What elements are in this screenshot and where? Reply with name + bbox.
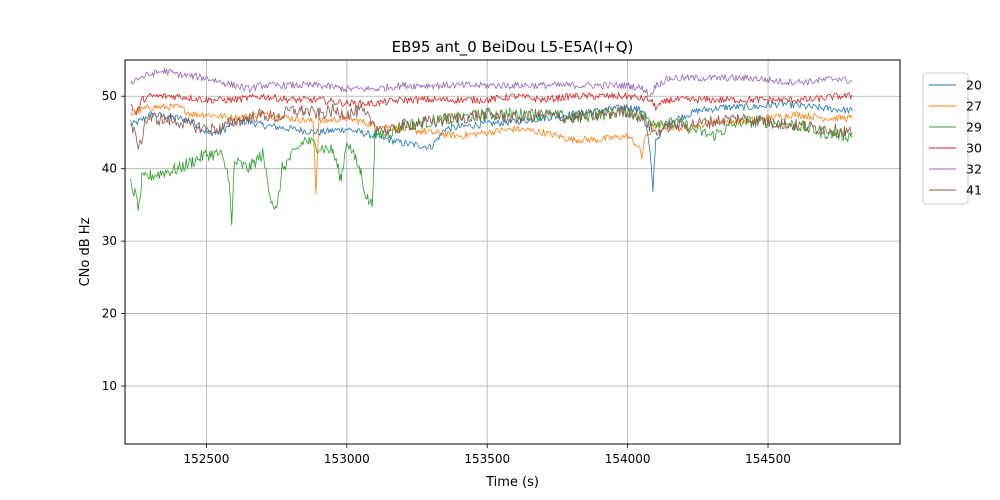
legend: 20 27 29 30 32 41 [922,72,982,205]
series-line-30 [130,92,853,116]
x-tick-label: 154500 [745,452,791,466]
axis-ticks: 152500 153000 153500 154000 154500 10 20 30 40 50 [102,89,791,466]
grid-lines [125,60,900,444]
series-line-32 [130,67,853,97]
plot-frame [124,59,901,445]
y-tick-label: 30 [102,234,117,248]
x-axis-label: Time (s) [485,475,539,490]
y-tick-label: 20 [102,307,117,321]
chart-title: EB95 ant_0 BeiDou L5-E5A(I+Q) [392,38,634,57]
legend-label-32: 32 [966,162,982,177]
legend-label-41: 41 [966,183,982,198]
legend-label-27: 27 [966,99,982,114]
series-layer [130,67,853,226]
x-tick-label: 153000 [324,452,370,466]
x-tick-label: 153500 [464,452,510,466]
y-axis-label: CNo dB Hz [78,217,93,286]
legend-box [922,72,969,205]
legend-label-30: 30 [966,141,982,156]
y-tick-label: 50 [102,89,117,103]
series-line-27 [130,103,853,195]
x-tick-label: 154000 [605,452,651,466]
y-tick-label: 10 [102,379,117,393]
y-tick-label: 40 [102,162,117,176]
series-line-41 [130,103,853,150]
legend-label-29: 29 [966,120,982,135]
x-tick-label: 152500 [184,452,230,466]
legend-label-20: 20 [966,78,982,93]
